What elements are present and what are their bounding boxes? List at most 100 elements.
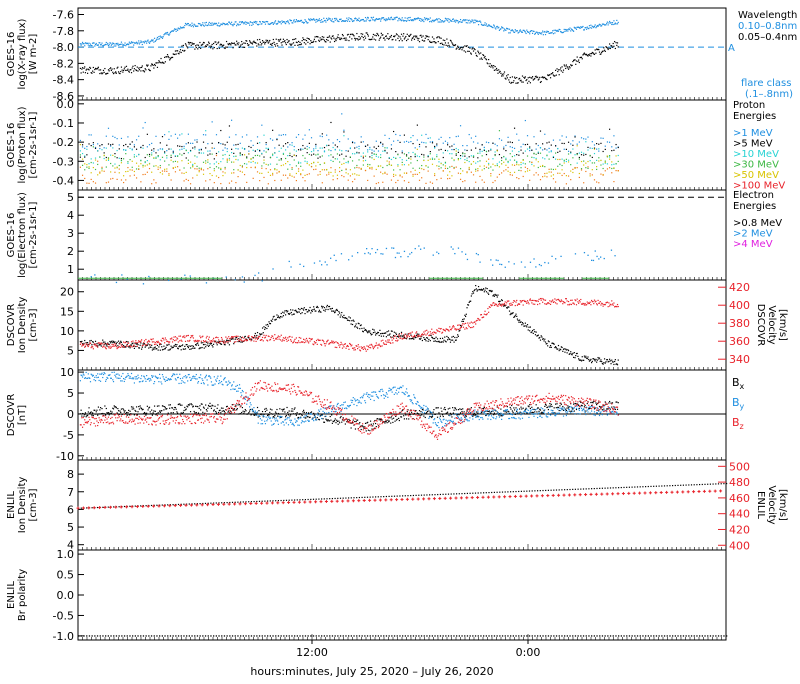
data-point	[521, 324, 522, 325]
data-point	[390, 36, 391, 37]
data-point	[255, 150, 256, 151]
data-point	[132, 161, 133, 162]
data-point	[412, 37, 413, 38]
data-point	[510, 159, 511, 160]
data-point	[276, 139, 277, 140]
data-point	[194, 168, 195, 169]
data-point	[518, 155, 519, 156]
data-point	[367, 151, 368, 152]
data-point	[473, 22, 474, 23]
data-point	[119, 168, 120, 169]
data-point	[458, 136, 459, 137]
data-point	[153, 157, 154, 158]
data-point	[490, 66, 491, 67]
data-point	[273, 23, 274, 24]
data-point	[510, 174, 511, 175]
data-point	[264, 329, 265, 330]
data-point	[140, 163, 141, 164]
y-tick-label: -0.4	[53, 174, 74, 187]
data-point	[166, 150, 167, 151]
data-point	[214, 148, 215, 149]
data-point	[469, 161, 470, 162]
data-point	[475, 52, 476, 53]
data-point	[111, 44, 112, 45]
data-point	[397, 17, 398, 18]
data-point	[417, 333, 418, 334]
data-point	[561, 135, 562, 136]
data-point	[412, 168, 413, 169]
data-point	[110, 67, 111, 68]
data-point	[359, 328, 360, 329]
data-point	[393, 157, 394, 158]
data-point	[194, 155, 195, 156]
data-point	[297, 311, 298, 312]
data-point	[477, 290, 478, 291]
data-point	[537, 32, 538, 33]
data-point	[576, 60, 577, 61]
data-point	[559, 164, 560, 165]
data-point	[406, 40, 407, 41]
data-point	[461, 22, 462, 23]
data-point	[134, 144, 135, 145]
data-point	[90, 43, 91, 44]
data-point	[432, 158, 433, 159]
data-point	[314, 262, 315, 263]
data-point	[608, 22, 609, 23]
data-point	[616, 45, 617, 46]
data-point	[130, 43, 131, 44]
data-point	[402, 162, 403, 163]
data-point	[244, 174, 245, 175]
data-point	[603, 138, 604, 139]
data-point	[449, 46, 450, 47]
data-point	[447, 45, 448, 46]
data-point	[554, 344, 555, 345]
data-point	[101, 168, 102, 169]
data-point	[283, 154, 284, 155]
data-point	[276, 169, 277, 170]
data-point	[268, 183, 269, 184]
data-point	[505, 159, 506, 160]
data-point	[554, 75, 555, 76]
data-point	[438, 21, 439, 22]
data-point	[615, 23, 616, 24]
data-point	[477, 289, 478, 290]
data-point	[155, 157, 156, 158]
data-point	[475, 163, 476, 164]
data-point	[301, 20, 302, 21]
data-point	[525, 167, 526, 168]
data-point	[456, 136, 457, 137]
data-point	[153, 67, 154, 68]
data-point	[246, 157, 247, 158]
data-point	[613, 181, 614, 182]
data-point	[456, 337, 457, 338]
data-point	[505, 78, 506, 79]
data-point	[304, 313, 305, 314]
data-point	[387, 147, 388, 148]
data-point	[257, 143, 258, 144]
data-point	[324, 169, 325, 170]
data-point	[203, 162, 204, 163]
data-point	[385, 20, 386, 21]
data-point	[487, 26, 488, 27]
data-point	[544, 339, 545, 340]
data-point	[438, 168, 439, 169]
data-point	[367, 149, 368, 150]
data-point	[510, 32, 511, 33]
data-point	[168, 173, 169, 174]
data-point	[182, 50, 183, 51]
y-tick-label-right: 480	[729, 476, 750, 489]
data-point	[315, 148, 316, 149]
data-point	[372, 36, 373, 37]
data-point	[609, 129, 610, 130]
data-point	[492, 67, 493, 68]
data-point	[228, 44, 229, 45]
data-point	[339, 161, 340, 162]
data-point	[165, 347, 166, 348]
data-point	[484, 149, 485, 150]
data-point	[209, 43, 210, 44]
data-point	[467, 259, 468, 260]
y-axis-label-line: [W m-2]	[28, 34, 39, 75]
data-point	[412, 176, 413, 177]
data-point	[367, 164, 368, 165]
data-point	[590, 155, 591, 156]
